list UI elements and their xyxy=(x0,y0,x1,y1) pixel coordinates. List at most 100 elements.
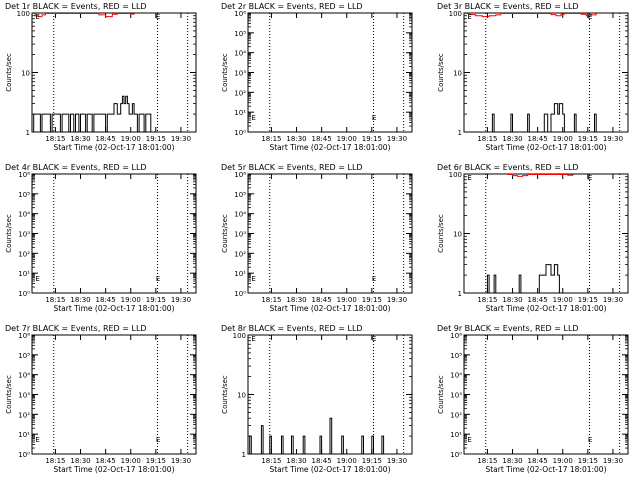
e-marker: E xyxy=(588,13,592,21)
y-tick-label: 10⁶ xyxy=(450,332,462,340)
e-marker: E xyxy=(156,436,160,444)
plot-panel-6: Det 6r BLACK = Events, RED = LLD 1 10 100 18… xyxy=(437,163,629,313)
y-tick-label: 10 xyxy=(21,70,30,78)
y-tick-label: 10⁰ xyxy=(234,129,246,137)
x-tick-label: 19:15 xyxy=(578,296,598,304)
events-series-line xyxy=(248,417,385,455)
y-tick-label: 10⁰ xyxy=(18,451,30,459)
y-tick-label: 10³ xyxy=(234,70,246,78)
y-tick-label: 100 xyxy=(233,332,246,340)
x-tick-label: 18:15 xyxy=(45,135,65,143)
e-marker: E xyxy=(35,13,39,21)
x-tick-label: 19:30 xyxy=(171,457,191,465)
x-tick-label: 18:15 xyxy=(477,457,497,465)
e-marker: E xyxy=(35,436,39,444)
e-marker: E xyxy=(372,335,376,343)
x-axis-label: Start Time (02-Oct-17 18:01:00) xyxy=(485,143,606,152)
y-tick-label: 10⁵ xyxy=(18,191,30,199)
y-tick-label: 10⁶ xyxy=(234,10,246,18)
y-tick-label: 10³ xyxy=(234,231,246,239)
y-tick-label: 1 xyxy=(26,129,30,137)
y-tick-label: 10³ xyxy=(450,392,462,400)
x-tick-label: 19:00 xyxy=(553,457,573,465)
x-tick-label: 18:30 xyxy=(70,457,90,465)
x-tick-label: 19:30 xyxy=(387,135,407,143)
x-tick-label: 19:30 xyxy=(387,296,407,304)
plot-title: Det 8r BLACK = Events, RED = LLD xyxy=(221,324,363,333)
events-series-line xyxy=(32,95,152,133)
plot-title: Det 7r BLACK = Events, RED = LLD xyxy=(5,324,147,333)
plot-title: Det 2r BLACK = Events, RED = LLD xyxy=(221,2,363,11)
x-axis-label: Start Time (02-Oct-17 18:01:00) xyxy=(485,304,606,313)
y-axis-label: Counts/sec xyxy=(437,375,445,414)
y-tick-label: 10⁰ xyxy=(450,451,462,459)
plot-title: Det 6r BLACK = Events, RED = LLD xyxy=(437,163,579,172)
x-tick-label: 19:15 xyxy=(362,457,382,465)
y-tick-label: 1 xyxy=(242,451,246,459)
x-tick-label: 18:45 xyxy=(528,457,548,465)
x-tick-label: 19:30 xyxy=(387,457,407,465)
lld-series-line xyxy=(32,13,135,18)
x-tick-label: 18:45 xyxy=(312,135,332,143)
e-marker: E xyxy=(372,114,376,122)
x-axis-label: Start Time (02-Oct-17 18:01:00) xyxy=(485,465,606,474)
y-tick-label: 10⁵ xyxy=(234,30,246,38)
x-axis-label: Start Time (02-Oct-17 18:01:00) xyxy=(269,143,390,152)
y-tick-label: 10⁵ xyxy=(234,191,246,199)
y-tick-label: 10⁵ xyxy=(18,352,30,360)
y-axis-label: Counts/sec xyxy=(437,214,445,253)
x-tick-label: 19:30 xyxy=(171,135,191,143)
x-tick-label: 18:30 xyxy=(70,135,90,143)
x-tick-label: 18:45 xyxy=(312,457,332,465)
e-marker: E xyxy=(467,13,471,21)
x-tick-label: 18:45 xyxy=(96,135,116,143)
y-tick-label: 10³ xyxy=(18,231,30,239)
plot-frame xyxy=(247,173,413,294)
plot-panel-4: Det 4r BLACK = Events, RED = LLD 10⁰ 10¹ 10… xyxy=(5,163,197,313)
plot-title: Det 3r BLACK = Events, RED = LLD xyxy=(437,2,579,11)
x-tick-label: 19:00 xyxy=(553,296,573,304)
y-tick-label: 10 xyxy=(237,392,246,400)
plot-frame xyxy=(463,334,629,455)
events-series-line xyxy=(490,103,597,133)
y-tick-label: 10⁶ xyxy=(234,171,246,179)
y-tick-label: 10⁴ xyxy=(450,372,462,380)
x-tick-label: 19:15 xyxy=(146,135,166,143)
y-axis-label: Counts/sec xyxy=(221,53,229,92)
y-tick-label: 10 xyxy=(453,231,462,239)
x-tick-label: 19:15 xyxy=(578,457,598,465)
y-tick-label: 10² xyxy=(234,89,246,97)
x-tick-label: 18:30 xyxy=(70,296,90,304)
y-tick-label: 100 xyxy=(449,171,462,179)
e-marker: E xyxy=(251,275,255,283)
x-tick-label: 18:30 xyxy=(502,296,522,304)
y-axis-label: Counts/sec xyxy=(5,53,13,92)
x-tick-label: 19:00 xyxy=(121,457,141,465)
y-tick-label: 10⁶ xyxy=(18,171,30,179)
e-marker: E xyxy=(588,174,592,182)
x-tick-label: 19:00 xyxy=(553,135,573,143)
plot-panel-2: Det 2r BLACK = Events, RED = LLD 10⁰ 10¹ 10… xyxy=(221,2,413,152)
x-tick-label: 18:30 xyxy=(286,135,306,143)
y-tick-label: 10¹ xyxy=(234,270,246,278)
plot-frame xyxy=(247,12,413,133)
y-tick-label: 100 xyxy=(449,10,462,18)
x-tick-label: 18:45 xyxy=(528,135,548,143)
x-tick-label: 18:30 xyxy=(286,296,306,304)
x-tick-label: 18:15 xyxy=(477,135,497,143)
e-marker: E xyxy=(588,436,592,444)
y-tick-label: 10⁴ xyxy=(18,372,30,380)
plot-panel-7: Det 7r BLACK = Events, RED = LLD 10⁰ 10¹ 10… xyxy=(5,324,197,474)
y-tick-label: 10² xyxy=(18,411,30,419)
y-tick-label: 10⁵ xyxy=(450,352,462,360)
y-tick-label: 1 xyxy=(458,129,462,137)
x-axis-label: Start Time (02-Oct-17 18:01:00) xyxy=(269,465,390,474)
x-tick-label: 18:30 xyxy=(502,135,522,143)
plot-title: Det 1r BLACK = Events, RED = LLD xyxy=(5,2,147,11)
x-tick-label: 19:30 xyxy=(603,135,623,143)
x-tick-label: 19:15 xyxy=(146,457,166,465)
y-tick-label: 10² xyxy=(234,250,246,258)
y-tick-label: 10² xyxy=(18,250,30,258)
plot-frame xyxy=(31,334,197,455)
